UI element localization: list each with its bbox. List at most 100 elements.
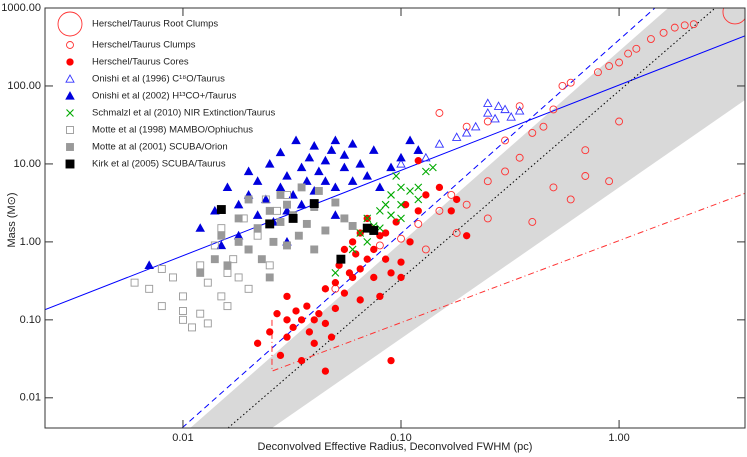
point [483,117,492,126]
point [483,177,492,186]
point [369,145,379,154]
point [387,191,395,199]
point [276,190,285,199]
point [581,146,590,155]
point [234,273,243,282]
point [257,255,266,264]
point [223,268,232,277]
point [566,78,575,87]
point [188,323,196,332]
point [216,240,227,250]
point [330,182,341,192]
point [348,273,357,282]
point [593,68,602,77]
point [421,167,430,176]
fit-line [227,8,716,428]
point [297,316,306,324]
point [434,139,445,148]
point [483,98,493,107]
legend-marker [66,58,74,66]
point [320,176,331,185]
point [615,117,624,126]
point [253,224,262,233]
point [321,226,330,235]
y-tick-label: 100.00 [7,80,41,92]
point [210,205,220,215]
point [294,231,303,240]
point [222,182,233,192]
fit-line [271,192,745,372]
x-tick-label: 1.00 [608,432,629,444]
point [406,187,414,195]
point [375,182,385,192]
point [340,245,349,254]
point [261,194,271,204]
point [347,176,358,185]
point [397,183,405,192]
point [386,162,396,172]
point [397,200,405,209]
point [288,190,298,199]
point [387,356,395,365]
point [217,292,226,301]
legend-label: Motte at al (2001) SCUBA/Orion [92,142,228,153]
point [539,122,548,131]
point [470,121,481,131]
point [370,273,378,282]
point [435,109,444,117]
point [396,152,406,162]
point [195,223,205,232]
point [310,316,318,324]
point [157,264,166,273]
point [414,157,422,165]
point [273,310,281,318]
y-tick-label: 1000.00 [1,2,41,14]
point [447,190,456,199]
point [680,21,689,30]
point [401,201,410,209]
point [624,49,633,58]
legend-label: Onishi et al (2002) H¹³CO+/Taurus [92,91,237,102]
point [283,333,291,341]
point [321,319,330,328]
y-tick-label: 10.00 [13,158,41,170]
point [501,136,510,145]
point [314,166,324,176]
point [558,82,567,90]
point [336,254,346,264]
point [722,8,745,25]
point [376,232,384,240]
point [297,183,306,192]
point [339,150,350,159]
point [363,237,372,246]
point [130,278,139,287]
point [244,195,253,204]
point [275,147,286,157]
point [302,219,311,228]
point [276,218,285,226]
point [646,35,655,43]
point [320,155,331,165]
point [490,113,500,123]
legend-marker [66,41,74,49]
point [321,367,330,375]
fit-line [181,8,656,428]
point [452,229,461,237]
point [309,141,320,150]
point [362,171,373,180]
point [297,356,306,365]
point [453,195,461,204]
legend-label: Schmalzl et al (2010) NIR Extinction/Tau… [92,108,275,119]
point [376,292,384,301]
point [462,122,471,131]
point [234,214,243,223]
point [414,207,422,215]
point [348,245,357,254]
point [292,307,300,315]
legend-marker [66,109,74,117]
point [405,135,415,145]
point [370,245,378,254]
y-tick-label: 1.00 [20,236,41,248]
legend-marker [66,126,74,134]
